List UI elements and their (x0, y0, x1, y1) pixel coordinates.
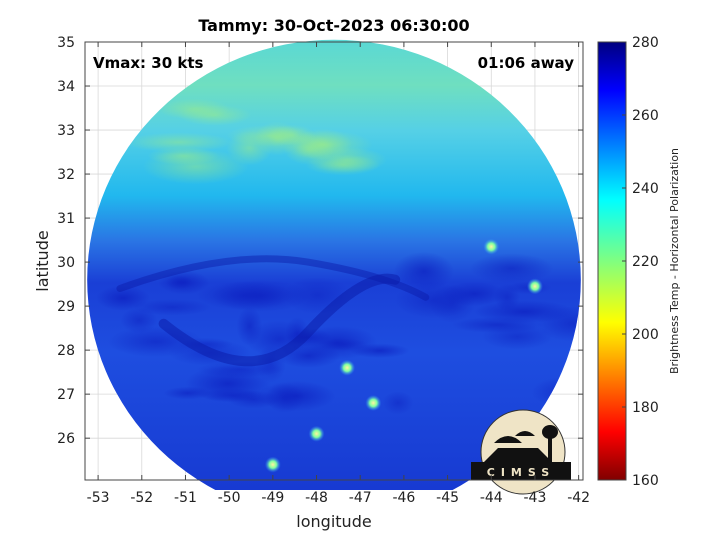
x-tick-label: -53 (87, 490, 110, 506)
plot-frame (84, 41, 584, 481)
y-tick-label: 31 (57, 211, 75, 227)
logo-banner (471, 462, 571, 480)
y-tick-label: 32 (57, 167, 75, 183)
convective-spot (365, 394, 382, 411)
logo-water-tower (542, 425, 558, 439)
x-axis-label: longitude (296, 512, 371, 531)
x-tick-label: -47 (349, 490, 372, 506)
cold-texture-blob (163, 386, 212, 400)
logo-water-tower-leg (548, 436, 552, 464)
cold-texture-blob (133, 298, 212, 316)
colorbar-tick-label: 240 (632, 181, 659, 197)
cold-texture-blob (441, 281, 507, 307)
logo-dish-icon (494, 431, 535, 443)
storm-swirl (158, 273, 401, 367)
logo-text: CIMSS (487, 466, 555, 479)
cold-texture-blob (236, 306, 263, 346)
x-tick-label: -48 (305, 490, 328, 506)
axis-ticks: -53 -52 -51 -50 -49 -48 -47 -46 -45 -44 -43 -42 26 27… (57, 35, 590, 506)
x-tick-label: -44 (480, 490, 503, 506)
chart-title: Tammy: 30-Oct-2023 06:30:00 (198, 16, 469, 35)
x-tick-label: -51 (174, 490, 197, 506)
vmax-annotation: Vmax: 30 kts (93, 54, 203, 72)
y-tick-label: 29 (57, 299, 75, 315)
cold-texture-blob (469, 253, 554, 284)
cold-texture-blob (265, 382, 305, 414)
colorbar-tick-label: 260 (632, 108, 659, 124)
cold-texture-blob (120, 307, 158, 334)
cold-texture-blob (317, 338, 369, 351)
swath-texture (96, 98, 581, 415)
dry-texture-blob (125, 132, 233, 153)
x-tick-label: -52 (130, 490, 153, 506)
cold-texture-blob (196, 281, 294, 310)
convective-spot (264, 456, 281, 473)
cold-texture-blob (393, 251, 455, 291)
logo-building (484, 448, 552, 462)
convective-spot (526, 278, 543, 295)
cold-texture-blob (474, 300, 575, 324)
y-tick-label: 35 (57, 35, 75, 51)
y-tick-label: 27 (57, 387, 75, 403)
y-axis-label: latitude (33, 230, 52, 291)
y-tick-label: 33 (57, 123, 75, 139)
x-tick-label: -50 (218, 490, 241, 506)
colorbar (597, 41, 627, 481)
colorbar-label: Brightness Temp - Horizontal Polarizatio… (668, 148, 681, 374)
brightness-temp-swath (87, 39, 581, 490)
x-tick-label: -49 (261, 490, 284, 506)
x-tick-label: -43 (524, 490, 547, 506)
colorbar-tick-label: 180 (632, 400, 659, 416)
storm-swirl (116, 255, 430, 301)
dry-texture-blob (178, 104, 252, 126)
dry-texture-blob (147, 146, 220, 165)
dry-texture-blob (226, 130, 273, 166)
colorbar-tick-label: 160 (632, 473, 659, 489)
dry-texture-blob (279, 130, 373, 160)
x-tick-label: -42 (567, 490, 590, 506)
y-tick-label: 26 (57, 431, 75, 447)
y-tick-label: 28 (57, 343, 75, 359)
cold-texture-blob (382, 391, 414, 415)
x-tick-label: -45 (436, 490, 459, 506)
colorbar-tick-label: 200 (632, 327, 659, 343)
cold-texture-blob (158, 270, 210, 295)
convective-spot (339, 359, 356, 376)
colorbar-ticks: 160 180 200 220 240 260 280 (622, 35, 659, 489)
colorbar-tick-label: 280 (632, 35, 659, 51)
convective-spot (483, 238, 500, 255)
cimss-logo: CIMSS (471, 409, 571, 495)
colorbar-tick-label: 220 (632, 254, 659, 270)
convective-spots (264, 238, 543, 473)
x-tick-label: -46 (392, 490, 415, 506)
y-tick-label: 34 (57, 79, 75, 95)
cold-texture-blob (200, 388, 264, 403)
convective-spot (308, 425, 325, 442)
y-tick-label: 30 (57, 255, 75, 271)
time-offset-annotation: 01:06 away (478, 54, 575, 72)
